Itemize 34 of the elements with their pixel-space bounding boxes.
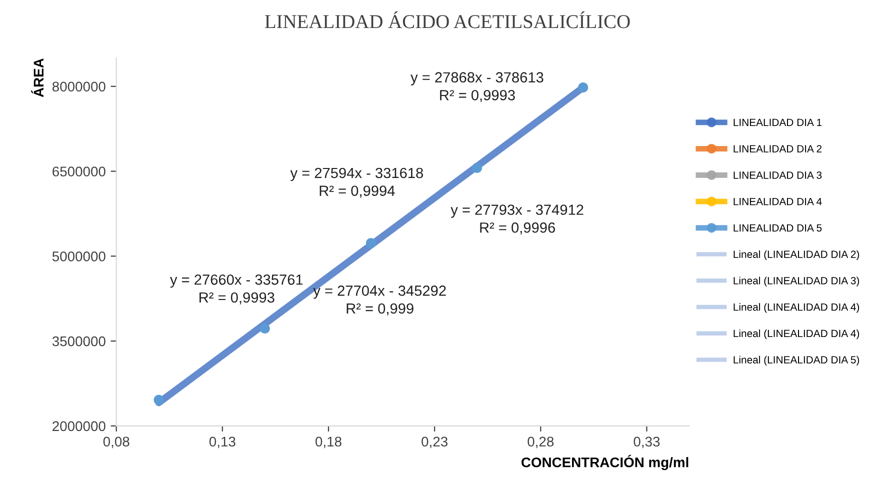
legend-label: Lineal (LINEALIDAD DIA 4) xyxy=(734,329,860,340)
annotation: y = 27793x - 374912 R² = 0,9996 xyxy=(450,204,584,234)
legend-label: LINEALIDAD DIA 1 xyxy=(734,118,822,126)
annotation: y = 27704x - 345292 R² = 0,999 xyxy=(313,286,446,316)
annotation: y = 27594x - 331618 R² = 0,9994 xyxy=(290,168,423,198)
x-tick-label: 0,33 xyxy=(634,436,660,448)
annotation: y = 27660x - 335761 R² = 0,9993 xyxy=(170,274,303,304)
point xyxy=(366,238,376,248)
point xyxy=(472,162,482,173)
point xyxy=(578,82,588,93)
legend-label: Lineal (LINEALIDAD DIA 2) xyxy=(734,250,860,260)
legend-label: LINEALIDAD DIA 4 xyxy=(734,198,822,206)
y-tick-label: 5000000 xyxy=(52,251,106,262)
x-tick-label: 0,13 xyxy=(209,436,236,448)
y-tick-label: 3500000 xyxy=(52,336,106,346)
point xyxy=(154,394,164,405)
legend-label: LINEALIDAD DIA 3 xyxy=(734,171,822,179)
point xyxy=(260,323,270,334)
legend-label: LINEALIDAD DIA 5 xyxy=(734,224,822,232)
legend-label: LINEALIDAD DIA 2 xyxy=(734,145,822,152)
x-axis-title: CONCENTRACIÓN mg/ml xyxy=(522,454,688,470)
y-axis-title: ÁREA xyxy=(31,58,44,98)
chart-title: LINEALIDAD ÁCIDO ACETILSALICÍLICO xyxy=(264,11,630,28)
legend-label: Lineal (LINEALIDAD DIA 3) xyxy=(734,276,860,286)
x-tick-label: 0,18 xyxy=(316,436,342,448)
legend-label: Lineal (LINEALIDAD DIA 4) xyxy=(734,303,860,313)
y-tick-label: 8000000 xyxy=(52,82,106,92)
legend-label: Lineal (LINEALIDAD DIA 5) xyxy=(734,356,860,366)
y-tick-label: 2000000 xyxy=(52,421,106,432)
x-tick-label: 0,23 xyxy=(422,436,448,448)
annotation: y = 27868x - 378613 R² = 0,9993 xyxy=(410,72,544,102)
y-tick-label: 6500000 xyxy=(52,166,106,176)
x-tick-label: 0,08 xyxy=(103,436,130,448)
x-tick-label: 0,28 xyxy=(528,436,554,448)
